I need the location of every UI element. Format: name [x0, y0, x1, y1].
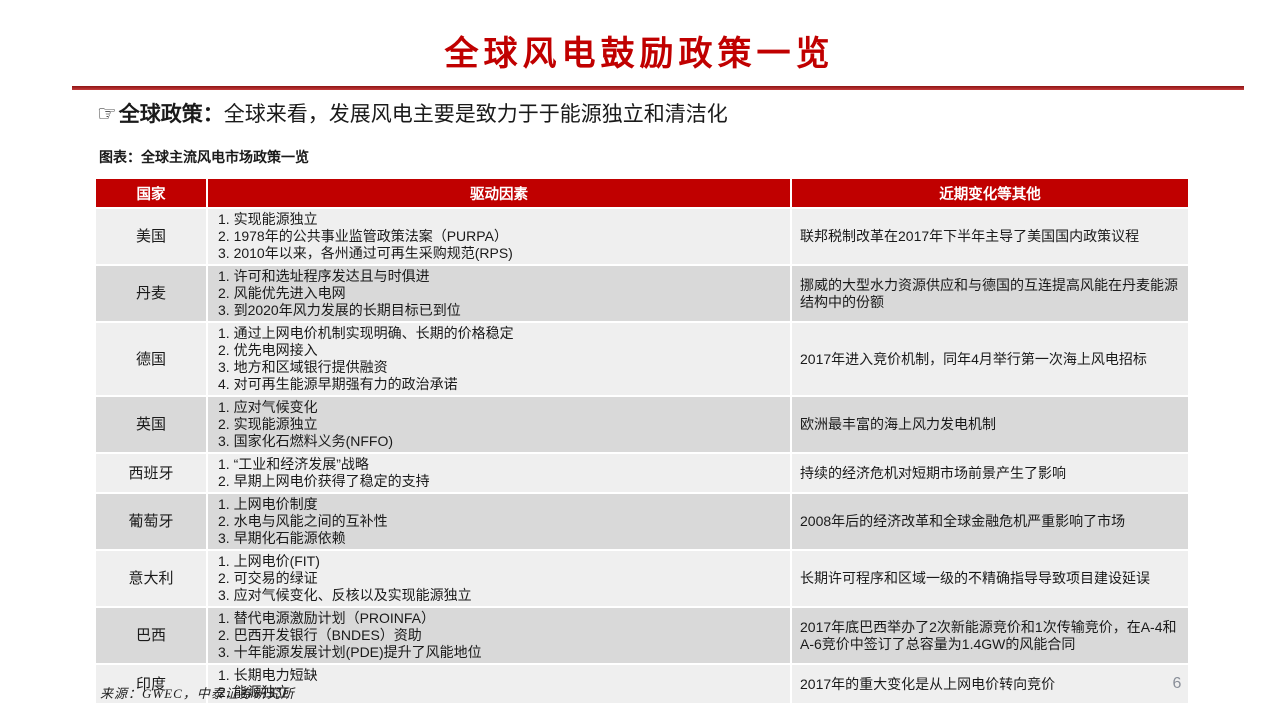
country-cell: 意大利	[94, 549, 208, 608]
recent-cell: 挪威的大型水力资源供应和与德国的互连提高风能在丹麦能源结构中的份额	[790, 264, 1190, 323]
driver-line: 1. 实现能源独立	[218, 211, 318, 227]
drivers-cell: 1. “工业和经济发展”战略 2. 早期上网电价获得了稳定的支持	[206, 452, 792, 494]
table-row: 印度 1. 长期电力短缺 2. 能源独立 2017年的重大变化是从上网电价转向竞价	[94, 663, 1190, 705]
drivers-cell: 1. 应对气候变化 2. 实现能源独立 3. 国家化石燃料义务(NFFO)	[206, 395, 792, 454]
page-title: 全球风电鼓励政策一览	[444, 36, 835, 73]
driver-line: 2. 水电与风能之间的互补性	[218, 513, 388, 529]
driver-line: 3. 早期化石能源依赖	[218, 530, 346, 546]
table-row: 德国 1. 通过上网电价机制实现明确、长期的价格稳定 2. 优先电网接入 3. 地方…	[94, 321, 1190, 397]
driver-line: 2. 1978年的公共事业监管政策法案（PURPA）	[218, 228, 508, 244]
driver-line: 2. 巴西开发银行（BNDES）资助	[218, 627, 422, 643]
recent-cell: 持续的经济危机对短期市场前景产生了影响	[790, 452, 1190, 494]
driver-line: 3. 十年能源发展计划(PDE)提升了风能地位	[218, 644, 482, 660]
driver-line: 1. 长期电力短缺	[218, 667, 318, 683]
driver-line: 2. 可交易的绿证	[218, 570, 318, 586]
table-caption: 图表：全球主流风电市场政策一览	[99, 151, 309, 166]
driver-line: 1. “工业和经济发展”战略	[218, 456, 369, 472]
table-row: 丹麦 1. 许可和选址程序发达且与时俱进 2. 风能优先进入电网 3. 到2020年…	[94, 264, 1190, 323]
drivers-cell: 1. 上网电价(FIT) 2. 可交易的绿证 3. 应对气候变化、反核以及实现能源独…	[206, 549, 792, 608]
driver-line: 2. 风能优先进入电网	[218, 285, 346, 301]
driver-line: 3. 到2020年风力发展的长期目标已到位	[218, 302, 461, 318]
country-cell: 德国	[94, 321, 208, 397]
driver-line: 1. 上网电价制度	[218, 496, 318, 512]
subtitle: ☞全球政策：全球来看，发展风电主要是致力于于能源独立和清洁化	[97, 100, 1197, 128]
table-row: 美国 1. 实现能源独立 2. 1978年的公共事业监管政策法案（PURPA） 3.…	[94, 207, 1190, 266]
country-cell: 印度	[94, 663, 208, 705]
title-divider	[72, 86, 1244, 90]
driver-line: 3. 地方和区域银行提供融资	[218, 359, 388, 375]
drivers-cell: 1. 通过上网电价机制实现明确、长期的价格稳定 2. 优先电网接入 3. 地方和区域…	[206, 321, 792, 397]
country-cell: 英国	[94, 395, 208, 454]
driver-line: 3. 国家化石燃料义务(NFFO)	[218, 433, 393, 449]
drivers-cell: 1. 许可和选址程序发达且与时俱进 2. 风能优先进入电网 3. 到2020年风力发…	[206, 264, 792, 323]
header-recent: 近期变化等其他	[790, 177, 1190, 209]
driver-line: 1. 应对气候变化	[218, 399, 318, 415]
recent-cell: 欧洲最丰富的海上风力发电机制	[790, 395, 1190, 454]
page-number: 6	[1172, 675, 1182, 692]
drivers-cell: 1. 替代电源激励计划（PROINFA） 2. 巴西开发银行（BNDES）资助 3.…	[206, 606, 792, 665]
header-drivers: 驱动因素	[206, 177, 792, 209]
driver-line: 2. 早期上网电价获得了稳定的支持	[218, 473, 430, 489]
country-cell: 丹麦	[94, 264, 208, 323]
table-row: 葡萄牙 1. 上网电价制度 2. 水电与风能之间的互补性 3. 早期化石能源依赖 2…	[94, 492, 1190, 551]
driver-line: 3. 应对气候变化、反核以及实现能源独立	[218, 587, 472, 603]
table-row: 英国 1. 应对气候变化 2. 实现能源独立 3. 国家化石燃料义务(NFFO) 欧…	[94, 395, 1190, 454]
country-cell: 巴西	[94, 606, 208, 665]
drivers-cell: 1. 长期电力短缺 2. 能源独立	[206, 663, 792, 705]
subtitle-label: 全球政策：	[118, 102, 224, 126]
header-country: 国家	[94, 177, 208, 209]
driver-line: 2. 能源独立	[218, 684, 290, 700]
recent-cell: 2017年的重大变化是从上网电价转向竞价	[790, 663, 1190, 705]
country-cell: 葡萄牙	[94, 492, 208, 551]
driver-line: 2. 优先电网接入	[218, 342, 318, 358]
driver-line: 3. 2010年以来，各州通过可再生采购规范(RPS)	[218, 245, 513, 261]
policy-table-body: 美国 1. 实现能源独立 2. 1978年的公共事业监管政策法案（PURPA） 3.…	[94, 207, 1190, 705]
country-cell: 美国	[94, 207, 208, 266]
country-cell: 西班牙	[94, 452, 208, 494]
driver-line: 1. 通过上网电价机制实现明确、长期的价格稳定	[218, 325, 514, 341]
table-row: 巴西 1. 替代电源激励计划（PROINFA） 2. 巴西开发银行（BNDES）资…	[94, 606, 1190, 665]
driver-line: 1. 替代电源激励计划（PROINFA）	[218, 610, 436, 626]
table-header-row: 国家 驱动因素 近期变化等其他	[94, 177, 1190, 209]
driver-line: 1. 许可和选址程序发达且与时俱进	[218, 268, 430, 284]
subtitle-text: 全球来看，发展风电主要是致力于于能源独立和清洁化	[223, 102, 728, 126]
recent-cell: 2017年底巴西举办了2次新能源竞价和1次传输竞价，在A-4和A-6竞价中签订了…	[790, 606, 1190, 665]
drivers-cell: 1. 上网电价制度 2. 水电与风能之间的互补性 3. 早期化石能源依赖	[206, 492, 792, 551]
driver-line: 4. 对可再生能源早期强有力的政治承诺	[218, 376, 458, 392]
driver-line: 1. 上网电价(FIT)	[218, 553, 320, 569]
recent-cell: 2017年进入竞价机制，同年4月举行第一次海上风电招标	[790, 321, 1190, 397]
table-row: 西班牙 1. “工业和经济发展”战略 2. 早期上网电价获得了稳定的支持 持续的经…	[94, 452, 1190, 494]
policy-table: 国家 驱动因素 近期变化等其他 美国 1. 实现能源独立 2. 1978年的公共事…	[94, 177, 1190, 705]
drivers-cell: 1. 实现能源独立 2. 1978年的公共事业监管政策法案（PURPA） 3. 20…	[206, 207, 792, 266]
source-note: 来源：GWEC，中泰证券研究所	[100, 686, 295, 701]
recent-cell: 联邦税制改革在2017年下半年主导了美国国内政策议程	[790, 207, 1190, 266]
recent-cell: 2008年后的经济改革和全球金融危机严重影响了市场	[790, 492, 1190, 551]
pointing-finger-icon: ☞	[97, 101, 117, 126]
recent-cell: 长期许可程序和区域一级的不精确指导导致项目建设延误	[790, 549, 1190, 608]
driver-line: 2. 实现能源独立	[218, 416, 318, 432]
table-row: 意大利 1. 上网电价(FIT) 2. 可交易的绿证 3. 应对气候变化、反核以及实…	[94, 549, 1190, 608]
